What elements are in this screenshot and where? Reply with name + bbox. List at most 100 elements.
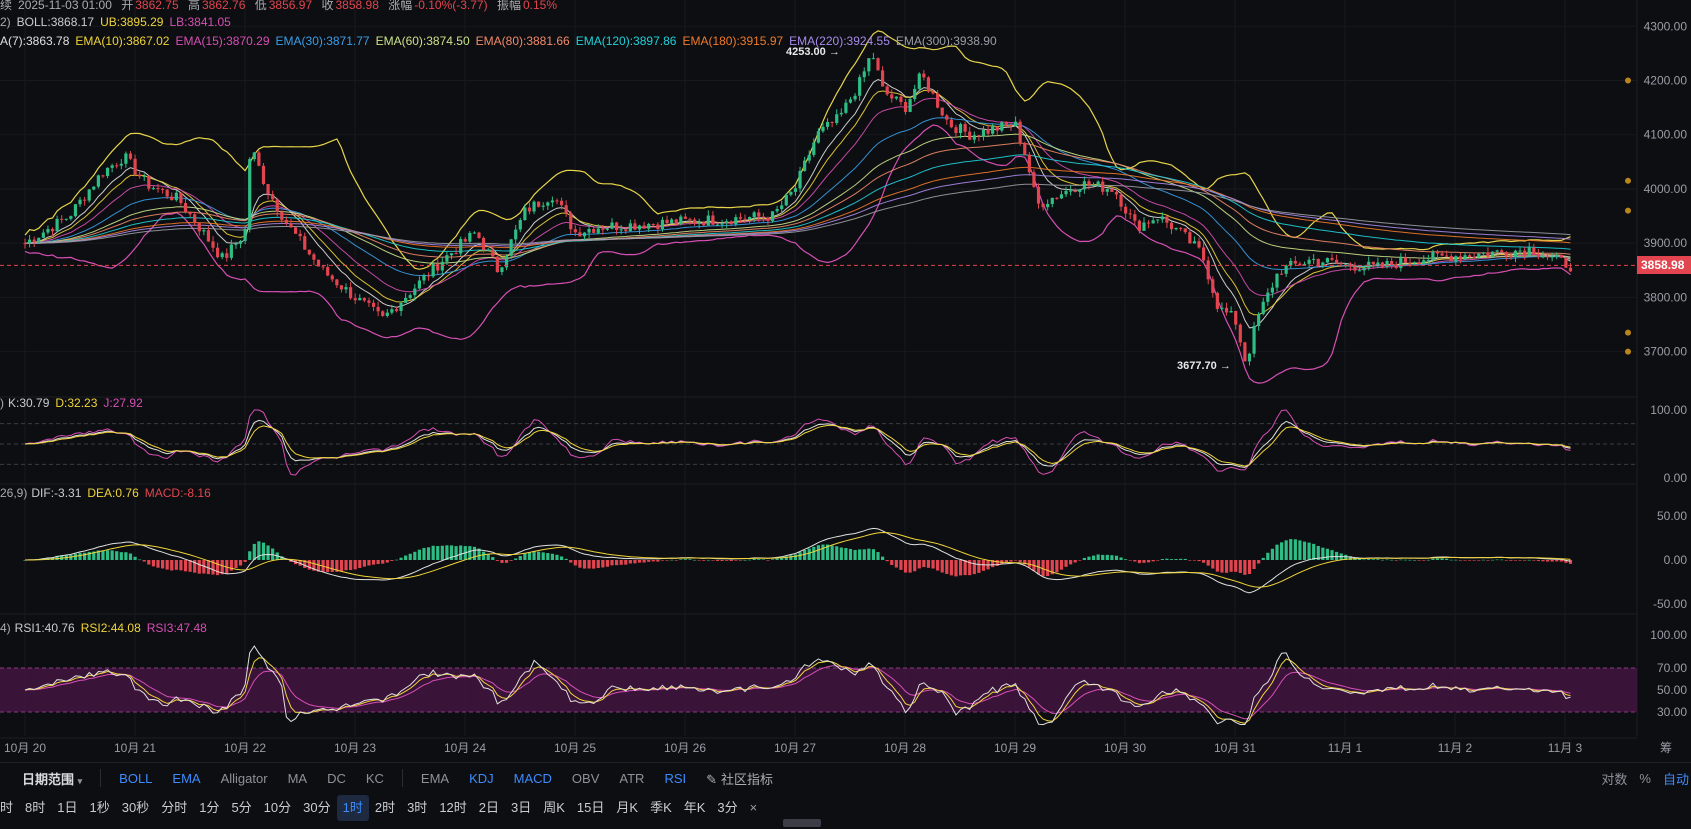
community-indicators-button[interactable]: ✎ 社区指标 <box>696 769 783 788</box>
macd-histogram-bar <box>711 560 715 561</box>
ema-line <box>24 142 1571 258</box>
alert-marker <box>1625 329 1631 336</box>
timeframe-option[interactable]: 30秒 <box>121 800 150 815</box>
timeframe-option[interactable]: 年K <box>683 800 706 815</box>
macd-histogram-bar <box>688 559 692 560</box>
macd-histogram-bar <box>624 560 628 565</box>
candle-body <box>660 219 665 230</box>
indicator-obv-button[interactable]: OBV <box>571 770 600 786</box>
candle-body <box>1527 247 1531 256</box>
macd-histogram-bar <box>1325 548 1330 560</box>
macd-histogram-bar <box>1568 560 1573 564</box>
timeframe-option[interactable]: 15日 <box>576 800 605 815</box>
candle-body <box>1192 241 1197 244</box>
indicator-alligator-button[interactable]: Alligator <box>220 770 268 786</box>
timeframe-option[interactable]: 8时 <box>25 800 46 815</box>
timeframe-option[interactable]: 分时 <box>161 800 188 815</box>
macd-histogram-bar <box>390 560 394 561</box>
macd-histogram-bar <box>601 560 605 568</box>
candle-body <box>1023 143 1027 155</box>
indicator-ema-button[interactable]: EMA <box>172 770 201 786</box>
macd-histogram-bar <box>991 560 995 568</box>
candle-body <box>1124 206 1128 214</box>
macd-histogram-bar <box>1087 556 1091 560</box>
boll-upper: UB:3895.29 <box>100 15 164 29</box>
candle-body <box>1417 262 1421 265</box>
candle-body <box>211 241 215 248</box>
log-scale-toggle[interactable]: 对数 <box>1601 771 1628 787</box>
indicator-atr-button[interactable]: ATR <box>619 770 645 786</box>
indicator-boll-button[interactable]: BOLL <box>119 770 153 786</box>
candle-body <box>1069 190 1073 192</box>
macd-histogram-bar <box>73 553 78 560</box>
indicator-dc-button[interactable]: DC <box>327 770 346 786</box>
candle-body <box>248 159 252 230</box>
timeframe-option[interactable]: 1分 <box>199 800 220 815</box>
timeframe-option[interactable]: 1日 <box>57 800 78 815</box>
timeframe-option[interactable]: 1时 <box>336 795 369 821</box>
candle-body <box>105 167 110 177</box>
x-tick-label: 11月 2 <box>1438 741 1473 755</box>
ema-line <box>24 97 1571 297</box>
macd-histogram-bar <box>399 557 403 560</box>
candle-body <box>339 285 344 290</box>
chart-area[interactable]: 10月 20 10月 21 10月 22 10月 23 10月 24 10月 25 10月 … <box>0 0 1691 762</box>
candle-body <box>1082 181 1086 190</box>
close-icon[interactable]: × <box>749 800 758 815</box>
macd-histogram-bar <box>743 559 747 561</box>
candle-body <box>408 295 412 298</box>
auto-scale-toggle[interactable]: 自动 <box>1662 771 1689 787</box>
timeframe-option[interactable]: 1秒 <box>89 800 110 815</box>
macd-histogram-bar <box>523 553 527 560</box>
candle-body <box>138 174 142 177</box>
timeframe-option[interactable]: 3时 <box>407 800 428 815</box>
date-range-button[interactable]: 日期范围 ▾ <box>0 769 92 788</box>
macd-histogram-bar <box>1183 558 1187 560</box>
macd-histogram-bar <box>1211 560 1215 569</box>
macd-histogram-bar <box>252 543 256 560</box>
timeframe-option[interactable]: 2时 <box>374 800 396 815</box>
timeframe-option[interactable]: 月K <box>616 800 639 815</box>
candle-body <box>1174 227 1178 230</box>
amp-label: 振幅 <box>496 0 521 12</box>
macd-histogram-bar <box>248 551 252 560</box>
timeframe-option[interactable]: 30分 <box>303 800 331 815</box>
candle-body <box>426 275 431 277</box>
macd-histogram-bar <box>1321 547 1325 560</box>
candle-body <box>1335 259 1339 264</box>
candle-body <box>1353 266 1357 271</box>
timeframe-option[interactable]: 2日 <box>478 800 500 815</box>
indicator-macd-button[interactable]: MACD <box>513 770 552 786</box>
timeframe-option[interactable]: 12时 <box>439 800 467 815</box>
timeframe-option[interactable]: 3日 <box>511 800 532 815</box>
chart-canvas[interactable]: 10月 20 10月 21 10月 22 10月 23 10月 24 10月 25 10月 … <box>0 0 1691 762</box>
indicator-rsi-button[interactable]: RSI <box>664 770 687 786</box>
macd-histogram-bar <box>734 560 738 561</box>
macd-histogram-bar <box>119 552 123 560</box>
macd-histogram-bar <box>504 560 509 563</box>
open-label: 开 <box>121 0 134 12</box>
macd-histogram-bar <box>1312 543 1316 560</box>
macd-histogram-bar <box>619 560 623 565</box>
candle-body <box>436 263 440 271</box>
timeframe-option[interactable]: 时 <box>0 800 14 815</box>
percent-scale-toggle[interactable]: % <box>1639 770 1651 786</box>
panel-resize-handle[interactable] <box>783 819 821 827</box>
timeframe-option[interactable]: 季K <box>650 800 672 815</box>
timeframe-option[interactable]: 5分 <box>231 800 252 815</box>
candle-body <box>1224 307 1229 313</box>
timeframe-option[interactable]: 周K <box>543 800 565 815</box>
macd-dea: DEA:0.76 <box>87 486 139 500</box>
ema-legend-item: EMA(10):3867.02 <box>75 34 170 48</box>
candle-body <box>500 267 504 272</box>
indicator-kc-button[interactable]: KC <box>365 770 384 786</box>
macd-histogram-bar <box>747 559 752 561</box>
indicator-ema-button[interactable]: EMA <box>420 770 450 786</box>
candle-body <box>564 205 568 213</box>
candle-body <box>234 243 238 245</box>
timeframe-option[interactable]: 3分 <box>717 800 738 815</box>
timeframe-option[interactable]: 10分 <box>263 800 292 815</box>
indicator-kdj-button[interactable]: KDJ <box>469 770 494 786</box>
macd-histogram-bar <box>1403 559 1408 561</box>
indicator-ma-button[interactable]: MA <box>287 770 308 786</box>
